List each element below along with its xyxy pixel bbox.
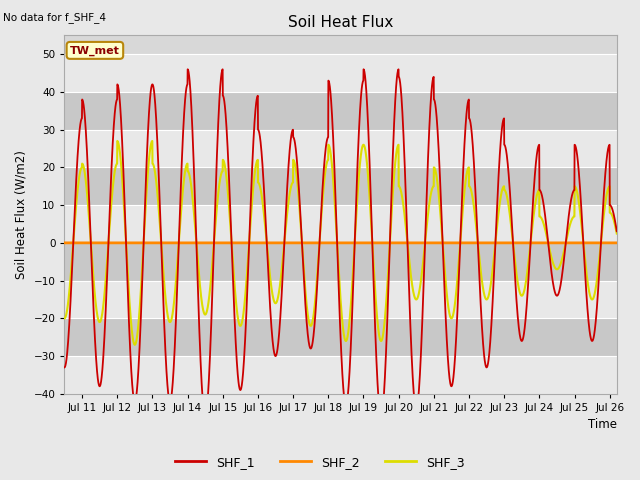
X-axis label: Time: Time	[588, 419, 617, 432]
Bar	[65, 281, 617, 318]
Bar	[65, 243, 617, 281]
Bar	[65, 356, 617, 394]
Bar	[65, 168, 617, 205]
Bar	[65, 318, 617, 356]
Bar	[65, 205, 617, 243]
Text: No data for f_SHF_4: No data for f_SHF_4	[3, 12, 106, 23]
Bar	[65, 130, 617, 168]
Text: TW_met: TW_met	[70, 45, 120, 56]
Legend: SHF_1, SHF_2, SHF_3: SHF_1, SHF_2, SHF_3	[170, 451, 470, 474]
Y-axis label: Soil Heat Flux (W/m2): Soil Heat Flux (W/m2)	[15, 150, 28, 279]
Bar	[65, 54, 617, 92]
Title: Soil Heat Flux: Soil Heat Flux	[288, 15, 394, 30]
Bar	[65, 92, 617, 130]
